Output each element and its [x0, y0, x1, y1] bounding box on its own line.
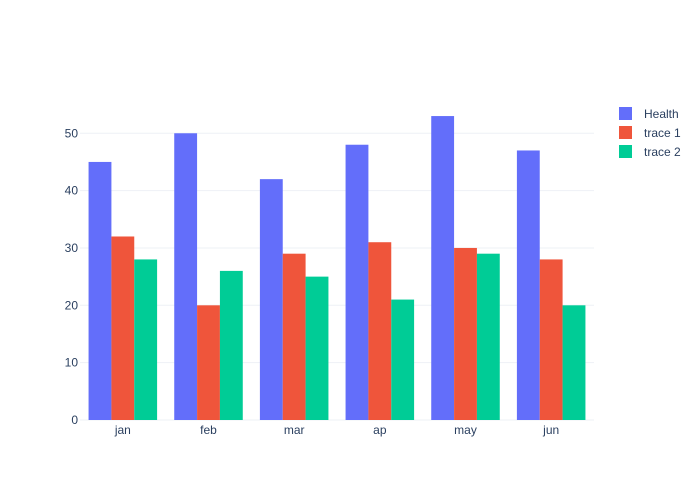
bar-health-jun[interactable] — [516, 150, 540, 420]
bar-trace-2-may[interactable] — [476, 253, 500, 420]
bar-health-mar[interactable] — [259, 179, 283, 420]
x-axis-ticks: jan feb mar ap may jun — [114, 423, 559, 437]
x-tick-label: may — [454, 423, 477, 437]
bar-trace-1-feb[interactable] — [197, 305, 220, 420]
y-tick-label: 10 — [65, 356, 79, 370]
legend-label: trace 1 — [644, 126, 681, 140]
y-tick-label: 20 — [65, 298, 79, 312]
x-tick-label: mar — [284, 423, 305, 437]
legend-label: Health — [644, 107, 679, 121]
bar-trace-2-mar[interactable] — [305, 276, 329, 420]
legend-swatch — [619, 126, 632, 139]
y-tick-label: 30 — [65, 241, 79, 255]
gridlines — [80, 132, 594, 421]
y-tick-label: 40 — [65, 184, 79, 198]
bar-trace-1-jan[interactable] — [111, 236, 135, 420]
legend-swatch — [619, 145, 632, 158]
legend-item[interactable]: Health — [619, 107, 679, 121]
x-tick-label: feb — [200, 423, 217, 437]
y-tick-label: 50 — [65, 126, 79, 140]
legend[interactable]: Health trace 1 trace 2 — [619, 107, 681, 159]
legend-item[interactable]: trace 1 — [619, 126, 681, 140]
x-tick-label: jan — [114, 423, 131, 437]
bar-health-may[interactable] — [431, 116, 455, 421]
bar-trace-2-ap[interactable] — [391, 299, 415, 420]
bar-trace-2-jun[interactable] — [562, 305, 586, 420]
bar-health-ap[interactable] — [345, 144, 369, 420]
y-tick-label: 0 — [71, 413, 78, 427]
bar-trace-1-jun[interactable] — [539, 259, 563, 420]
bar-health-feb[interactable] — [174, 133, 198, 420]
bars — [88, 116, 586, 421]
bar-trace-2-jan[interactable] — [134, 259, 158, 420]
bar-trace-1-ap[interactable] — [368, 242, 392, 420]
bar-trace-2-feb[interactable] — [219, 270, 243, 420]
legend-swatch — [619, 107, 632, 120]
legend-label: trace 2 — [644, 145, 681, 159]
bar-trace-1-may[interactable] — [454, 247, 477, 420]
x-tick-label: ap — [373, 423, 387, 437]
legend-item[interactable]: trace 2 — [619, 145, 681, 159]
bar-health-jan[interactable] — [88, 161, 112, 420]
x-tick-label: jun — [542, 423, 559, 437]
bar-trace-1-mar[interactable] — [282, 253, 306, 420]
y-axis-ticks: 0 10 20 30 40 50 — [65, 126, 79, 427]
